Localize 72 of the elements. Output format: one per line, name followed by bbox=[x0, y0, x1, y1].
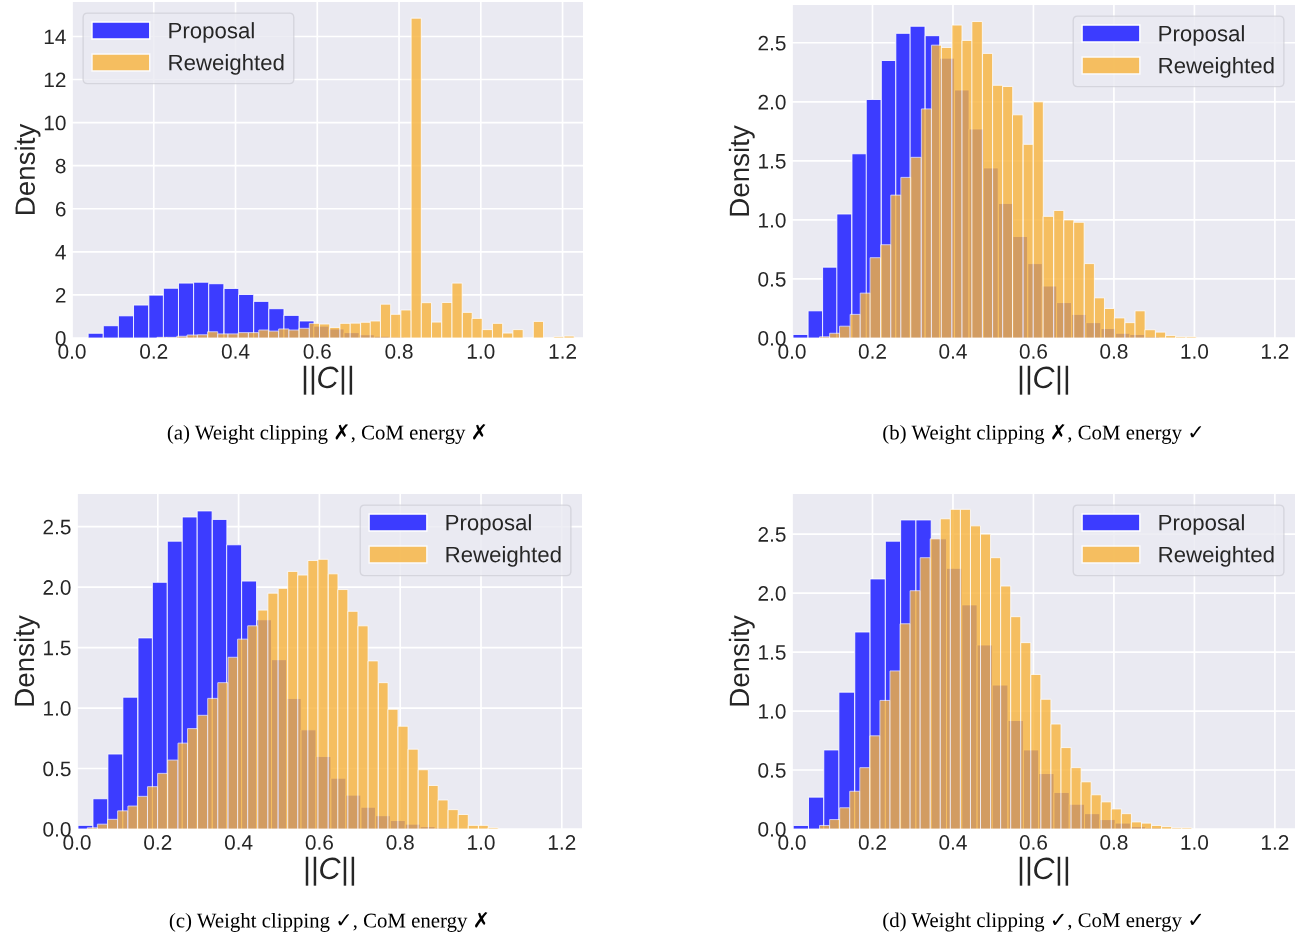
y-tick-label: 1.5 bbox=[759, 154, 786, 169]
y-tick-label: 1.5 bbox=[44, 640, 71, 656]
y-tick-label: 2.0 bbox=[758, 94, 786, 110]
y-tick-label: 2.5 bbox=[758, 35, 786, 51]
y-tick-label: 2.0 bbox=[758, 586, 786, 601]
x-tick-label: 0.6 bbox=[305, 835, 333, 850]
x-tick-label: 1.0 bbox=[1181, 835, 1209, 850]
x-axis-title: ||C|| bbox=[303, 365, 353, 395]
y-tick-label: 0.5 bbox=[43, 761, 71, 777]
x-tick-label: 1.2 bbox=[548, 835, 576, 850]
x-tick-label: 0.8 bbox=[386, 835, 414, 850]
y-axis-title: Density bbox=[13, 615, 40, 706]
x-tick-label: 1.2 bbox=[549, 344, 576, 359]
text: (c) Weight clipping ✓, CoM energy ✗ bbox=[169, 912, 488, 932]
x-tick-label: 0.4 bbox=[224, 835, 253, 850]
x-tick-label: 0.0 bbox=[778, 344, 806, 359]
y-tick-label: 2.5 bbox=[43, 519, 71, 535]
y-tick-label: 0.5 bbox=[758, 271, 786, 287]
text: (a) Weight clipping ✗, CoM energy ✗ bbox=[167, 424, 486, 444]
legend-label: Proposal bbox=[1159, 514, 1244, 535]
x-tick-label: 0.6 bbox=[1019, 344, 1048, 359]
x-axis-title: ||C|| bbox=[1019, 365, 1069, 395]
y-tick-label: 6 bbox=[55, 201, 66, 217]
y-tick-label: 1.0 bbox=[759, 212, 786, 228]
x-tick-label: 0.4 bbox=[221, 344, 250, 359]
y-tick-label: 1.0 bbox=[759, 704, 786, 719]
legend-label: Reweighted bbox=[1159, 546, 1274, 567]
legend-label: Reweighted bbox=[1159, 57, 1274, 78]
x-tick-label: 1.2 bbox=[1261, 835, 1289, 850]
text: (d) Weight clipping ✓, CoM energy ✓ bbox=[883, 912, 1202, 932]
y-tick-label: 0.0 bbox=[758, 822, 786, 837]
y-tick-label: 0.0 bbox=[43, 822, 71, 837]
legend-label: Proposal bbox=[1159, 25, 1244, 46]
x-axis-title: ||C|| bbox=[305, 856, 355, 886]
x-tick-label: 1.0 bbox=[467, 344, 495, 359]
x-axis-title: ||C|| bbox=[1019, 856, 1069, 886]
x-tick-label: 1.0 bbox=[468, 835, 495, 850]
x-tick-label: 0.6 bbox=[1019, 835, 1048, 850]
y-tick-label: 0.5 bbox=[758, 763, 786, 778]
x-tick-label: 0.2 bbox=[858, 835, 886, 850]
legend-label: Proposal bbox=[446, 514, 531, 535]
y-tick-label: 0 bbox=[55, 331, 66, 346]
legend-label: Proposal bbox=[169, 22, 254, 43]
x-tick-label: 0.2 bbox=[858, 344, 886, 359]
text: (b) Weight clipping ✗, CoM energy ✓ bbox=[883, 424, 1202, 444]
y-tick-label: 8 bbox=[55, 158, 66, 174]
y-axis-title: Density bbox=[728, 615, 755, 706]
x-tick-label: 0.2 bbox=[144, 835, 172, 850]
x-tick-label: 0.2 bbox=[140, 344, 168, 359]
y-axis-title: Density bbox=[14, 123, 41, 215]
x-tick-label: 0.0 bbox=[778, 835, 806, 850]
x-tick-label: 0.8 bbox=[385, 344, 413, 359]
y-tick-label: 1.0 bbox=[44, 701, 71, 716]
legend-label: Reweighted bbox=[169, 54, 284, 75]
y-tick-label: 2 bbox=[55, 287, 66, 303]
y-tick-label: 4 bbox=[55, 245, 66, 260]
x-tick-label: 0.8 bbox=[1100, 344, 1128, 359]
y-tick-label: 14 bbox=[44, 29, 66, 45]
y-tick-label: 0.0 bbox=[758, 331, 786, 346]
x-tick-label: 0.4 bbox=[939, 835, 967, 850]
legend-label: Reweighted bbox=[446, 546, 561, 567]
y-tick-label: 2.5 bbox=[758, 527, 786, 542]
y-tick-label: 10 bbox=[44, 115, 66, 131]
y-tick-label: 1.5 bbox=[759, 645, 786, 660]
x-tick-label: 0.6 bbox=[303, 344, 331, 359]
y-axis-title: Density bbox=[728, 125, 755, 216]
x-tick-label: 0.4 bbox=[939, 344, 967, 359]
x-tick-label: 1.2 bbox=[1261, 344, 1289, 359]
x-tick-label: 1.0 bbox=[1181, 344, 1209, 359]
y-tick-label: 12 bbox=[44, 72, 66, 88]
x-tick-label: 0.8 bbox=[1100, 835, 1128, 850]
y-tick-label: 2.0 bbox=[43, 580, 71, 595]
